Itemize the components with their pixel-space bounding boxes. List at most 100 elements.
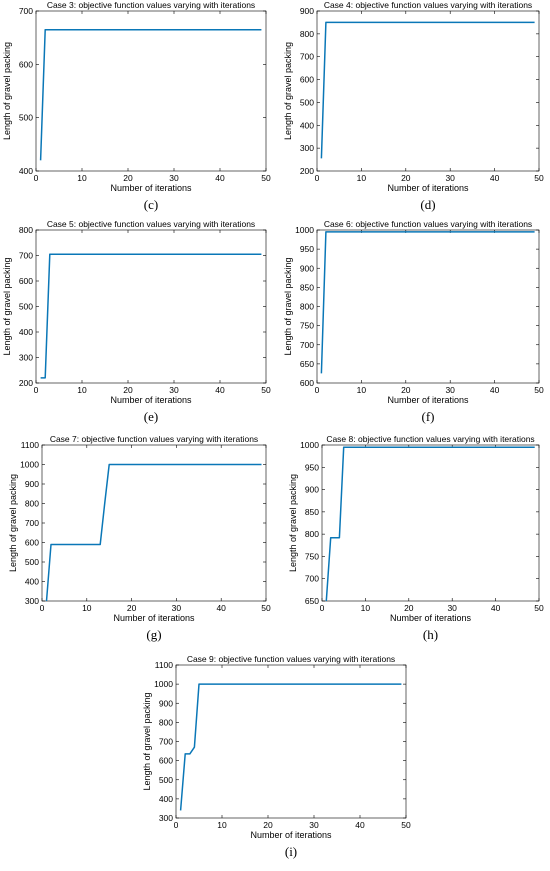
x-tick-label: 10 bbox=[217, 820, 227, 830]
x-tick-label: 40 bbox=[491, 603, 501, 613]
chart-title: Case 3: objective function values varyin… bbox=[47, 0, 255, 10]
x-axis-label: Number of iterations bbox=[390, 613, 472, 623]
plot-frame bbox=[176, 665, 406, 818]
y-tick-label: 500 bbox=[19, 113, 33, 123]
x-tick-label: 20 bbox=[123, 173, 133, 183]
series-line bbox=[326, 447, 534, 601]
x-axis-label: Number of iterations bbox=[110, 183, 192, 193]
y-tick-label: 400 bbox=[19, 327, 33, 337]
x-tick-label: 10 bbox=[82, 603, 92, 613]
x-tick-label: 20 bbox=[127, 603, 137, 613]
x-tick-label: 40 bbox=[215, 385, 225, 395]
y-tick-label: 700 bbox=[159, 737, 173, 747]
x-tick-label: 30 bbox=[447, 603, 457, 613]
y-tick-label: 900 bbox=[25, 479, 39, 489]
panel-caption: (c) bbox=[144, 197, 158, 212]
chart-title: Case 5: objective function values varyin… bbox=[47, 219, 255, 229]
x-tick-label: 50 bbox=[261, 385, 271, 395]
panel-caption: (d) bbox=[420, 197, 435, 212]
x-tick-label: 0 bbox=[174, 820, 179, 830]
y-tick-label: 1000 bbox=[300, 440, 319, 450]
y-tick-label: 900 bbox=[300, 263, 314, 273]
x-tick-label: 10 bbox=[77, 173, 87, 183]
y-tick-label: 400 bbox=[25, 577, 39, 587]
y-tick-label: 750 bbox=[300, 321, 314, 331]
series-line bbox=[47, 465, 262, 602]
y-tick-label: 300 bbox=[25, 596, 39, 606]
x-tick-label: 30 bbox=[445, 385, 455, 395]
y-axis-label: Length of gravel packing bbox=[2, 257, 12, 355]
x-tick-label: 20 bbox=[263, 820, 273, 830]
y-tick-label: 200 bbox=[19, 378, 33, 388]
y-axis-label: Length of gravel packing bbox=[283, 257, 293, 355]
y-tick-label: 600 bbox=[300, 378, 314, 388]
y-tick-label: 900 bbox=[159, 698, 173, 708]
plot-frame bbox=[317, 11, 539, 171]
series-line bbox=[321, 232, 534, 374]
y-axis-label: Length of gravel packing bbox=[142, 692, 152, 790]
y-tick-label: 400 bbox=[19, 166, 33, 176]
y-tick-label: 700 bbox=[19, 6, 33, 16]
y-tick-label: 500 bbox=[25, 557, 39, 567]
y-tick-label: 950 bbox=[300, 244, 314, 254]
x-tick-label: 30 bbox=[309, 820, 319, 830]
y-tick-label: 800 bbox=[300, 29, 314, 39]
x-tick-label: 0 bbox=[320, 603, 325, 613]
y-tick-label: 800 bbox=[19, 225, 33, 235]
y-tick-label: 800 bbox=[300, 302, 314, 312]
y-axis-label: Length of gravel packing bbox=[283, 42, 293, 140]
y-tick-label: 650 bbox=[300, 359, 314, 369]
x-axis-label: Number of iterations bbox=[387, 395, 469, 405]
y-tick-label: 800 bbox=[25, 499, 39, 509]
y-tick-label: 600 bbox=[19, 59, 33, 69]
x-tick-label: 10 bbox=[361, 603, 371, 613]
x-tick-label: 0 bbox=[34, 173, 39, 183]
y-tick-label: 900 bbox=[305, 485, 319, 495]
y-axis-label: Length of gravel packing bbox=[8, 474, 18, 572]
x-tick-label: 30 bbox=[445, 173, 455, 183]
x-axis-label: Number of iterations bbox=[113, 613, 195, 623]
plot-frame bbox=[36, 230, 266, 383]
chart-title: Case 8: objective function values varyin… bbox=[326, 434, 534, 444]
x-tick-label: 40 bbox=[490, 385, 500, 395]
y-tick-label: 700 bbox=[25, 518, 39, 528]
x-axis-label: Number of iterations bbox=[110, 395, 192, 405]
y-tick-label: 1100 bbox=[155, 660, 174, 670]
series-line bbox=[181, 684, 402, 810]
y-tick-label: 300 bbox=[159, 813, 173, 823]
panel-caption: (h) bbox=[423, 627, 438, 642]
y-tick-label: 1100 bbox=[21, 440, 40, 450]
x-tick-label: 20 bbox=[404, 603, 414, 613]
panel-caption: (i) bbox=[285, 844, 297, 859]
plot-frame bbox=[36, 11, 266, 171]
y-tick-label: 850 bbox=[305, 507, 319, 517]
x-tick-label: 20 bbox=[401, 173, 411, 183]
panel-caption: (e) bbox=[144, 409, 158, 424]
x-tick-label: 40 bbox=[355, 820, 365, 830]
plot-frame bbox=[42, 445, 266, 601]
panel-caption: (g) bbox=[146, 627, 161, 642]
x-tick-label: 50 bbox=[261, 173, 271, 183]
series-line bbox=[41, 254, 262, 378]
x-tick-label: 50 bbox=[401, 820, 411, 830]
y-tick-label: 600 bbox=[19, 276, 33, 286]
series-line bbox=[41, 30, 262, 161]
y-tick-label: 600 bbox=[300, 75, 314, 85]
x-tick-label: 40 bbox=[215, 173, 225, 183]
y-tick-label: 700 bbox=[19, 251, 33, 261]
y-tick-label: 750 bbox=[305, 551, 319, 561]
x-tick-label: 10 bbox=[357, 385, 367, 395]
y-tick-label: 1000 bbox=[20, 460, 39, 470]
x-tick-label: 50 bbox=[534, 173, 544, 183]
y-tick-label: 500 bbox=[159, 775, 173, 785]
chart-title: Case 6: objective function values varyin… bbox=[324, 219, 532, 229]
chart-title: Case 9: objective function values varyin… bbox=[187, 654, 395, 664]
panel-caption: (f) bbox=[422, 409, 435, 424]
x-tick-label: 0 bbox=[40, 603, 45, 613]
x-axis-label: Number of iterations bbox=[250, 830, 332, 840]
